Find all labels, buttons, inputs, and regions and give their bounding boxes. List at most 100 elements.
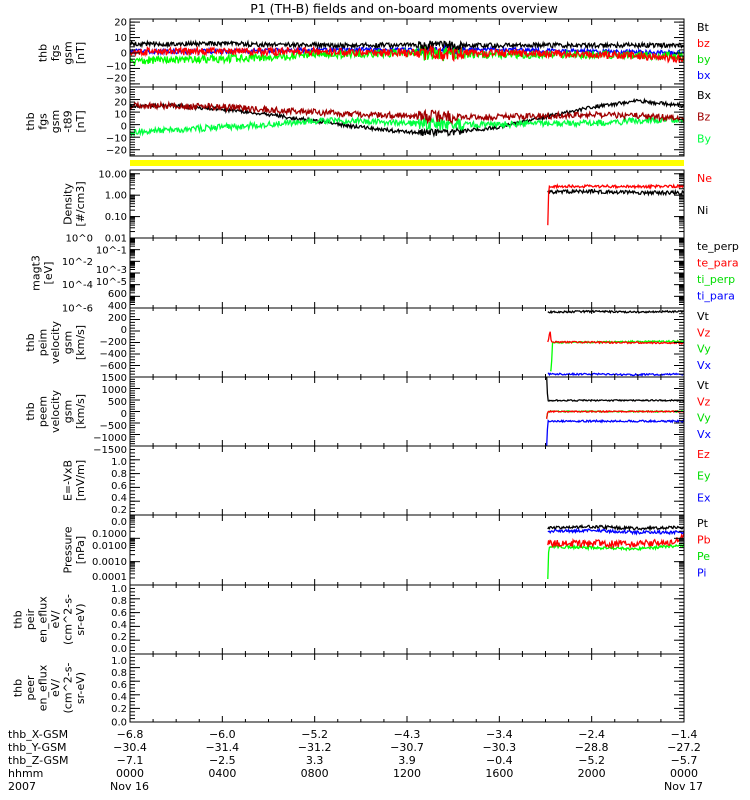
legend-te_para: te_para: [697, 257, 739, 270]
y-axis-label: Pressure: [62, 526, 75, 573]
y-axis-label: thb: [12, 610, 25, 628]
legend-Pb: Pb: [697, 534, 711, 547]
y-axis-label: peem: [37, 396, 50, 427]
y-tick-label: 0.0: [111, 718, 127, 729]
x-tick-label: −4.3: [394, 728, 421, 741]
x-tick-label: 2000: [578, 767, 606, 780]
y-tick-label: −200: [100, 337, 127, 348]
panel-frame: [129, 445, 685, 516]
y-tick-label: 10.00: [98, 169, 127, 180]
y-tick-label: 500: [108, 397, 127, 408]
y-axis-label: [nT]: [74, 42, 87, 64]
y-axis-label: -t89: [62, 110, 75, 132]
y-tick-label: −400: [100, 349, 127, 360]
x-tick-label: −5.2: [578, 754, 605, 767]
y-tick-label: 0: [121, 409, 127, 420]
legend-Vt: Vt: [697, 310, 710, 323]
status-bar: [130, 160, 684, 166]
y-tick-label: 0.2: [111, 632, 127, 643]
x-tick-label: −30.7: [390, 741, 424, 754]
y-tick-label: 0.0: [111, 517, 127, 528]
y-tick-label: 0.2: [111, 704, 127, 715]
series-Bx: [130, 97, 684, 138]
series-Ni: [547, 188, 684, 197]
chart-title: P1 (TH-B) fields and on-board moments ov…: [250, 1, 558, 16]
y-axis-label: peir: [24, 608, 37, 630]
y-tick-label: 0.8: [111, 668, 127, 679]
x-tick-label: −5.2: [301, 728, 328, 741]
x-row-label: 2007: [8, 780, 36, 793]
y-tick-label: 10^-3: [96, 265, 127, 276]
y-axis-label: sr-eV): [74, 672, 87, 704]
y-axis-label: velocity: [49, 390, 62, 433]
y-tick-label: 20: [114, 18, 127, 29]
y-tick-label: 600: [108, 289, 127, 300]
y-tick-label: 0.8: [111, 596, 127, 607]
legend-Vt: Vt: [697, 379, 710, 392]
y-tick-label: −10: [106, 61, 127, 72]
legend-Bt: Bt: [697, 21, 710, 34]
legend-bx: bx: [697, 69, 711, 82]
legend-Ey: Ey: [697, 470, 711, 483]
y-tick-label: 0.01: [105, 233, 127, 244]
y-tick-label: 10: [114, 33, 127, 44]
x-tick-label: −30.4: [113, 741, 147, 754]
legend-Ne: Ne: [697, 172, 712, 185]
legend-Pt: Pt: [697, 517, 709, 530]
y-axis-label: gsm: [62, 400, 75, 423]
y-tick-label: 10: [114, 109, 127, 120]
x-tick-label: −6.0: [209, 728, 236, 741]
y-tick-label: −20: [106, 73, 127, 84]
legend-by: by: [697, 53, 711, 66]
y-tick-label: 0.4: [111, 493, 127, 504]
y-tick-label: 0.6: [111, 608, 127, 619]
series-Vt: [547, 309, 684, 315]
x-tick-label: −0.4: [486, 754, 513, 767]
x-tick-label: −2.4: [578, 728, 605, 741]
y-tick-label: 200: [108, 313, 127, 324]
y-axis-label: gsm: [49, 110, 62, 133]
x-row-label: thb_Y-GSM: [8, 741, 67, 754]
legend-Pe: Pe: [697, 550, 710, 563]
y-tick-label: −1500: [93, 445, 127, 456]
y-tick-label: 0.6: [111, 481, 127, 492]
x-tick-label: 3.3: [306, 754, 324, 767]
x-tick-label: −1.4: [671, 728, 698, 741]
series-Pe: [547, 543, 684, 580]
panel-9: 1.00.80.60.40.20.0 thb peir en_eflux eV/(cm^…: [12, 584, 685, 655]
y-tick-label: 0.4: [111, 692, 127, 703]
y-axis-label: [eV]: [42, 262, 55, 285]
series-Ne: [547, 183, 684, 226]
y-tick-label: 1500: [102, 373, 127, 384]
x-row-label: thb_Z-GSM: [8, 754, 68, 767]
y-tick-label: 1.0: [111, 457, 127, 468]
legend-Ex: Ex: [697, 491, 711, 504]
y-tick-label: 0: [121, 121, 127, 132]
y-tick-label: 0.10: [105, 212, 127, 223]
x-tick-label: −7.1: [117, 754, 144, 767]
y-tick-label: −10: [106, 133, 127, 144]
y-axis-label: en_eflux: [37, 664, 50, 711]
x-tick-label: Nov 16: [110, 780, 149, 793]
series-Vz: [547, 331, 684, 346]
y-axis-label: eV/: [49, 679, 62, 697]
x-row-label: thb_X-GSM: [8, 728, 68, 741]
y-axis-label: sr-eV): [74, 603, 87, 635]
y-axis-label: en_eflux: [37, 596, 50, 643]
y-axis-label: [mV/m]: [74, 460, 87, 501]
panel-10: 1.00.80.60.40.2 0.0 thb peer en_eflux eV/(cm^…: [12, 653, 685, 729]
x-tick-label: −31.4: [205, 741, 239, 754]
series-Bt: [130, 39, 684, 51]
series-Vt: [546, 377, 684, 403]
series-Vy: [549, 339, 684, 372]
y-tick-label: 0: [121, 325, 127, 336]
y-tick-label: 0.0001: [92, 572, 127, 583]
x-tick-label: 3.9: [398, 754, 416, 767]
y-axis-label: Density: [62, 183, 75, 225]
y-axis-label: gsm: [62, 41, 75, 64]
panel-3: 10.00 1.00 0.10 0.01 Density [#/cm3] Ne Ni: [62, 169, 713, 244]
y-axis-label: velocity: [49, 321, 62, 364]
legend-Vx: Vx: [697, 359, 712, 372]
panel-frame: [129, 169, 685, 239]
